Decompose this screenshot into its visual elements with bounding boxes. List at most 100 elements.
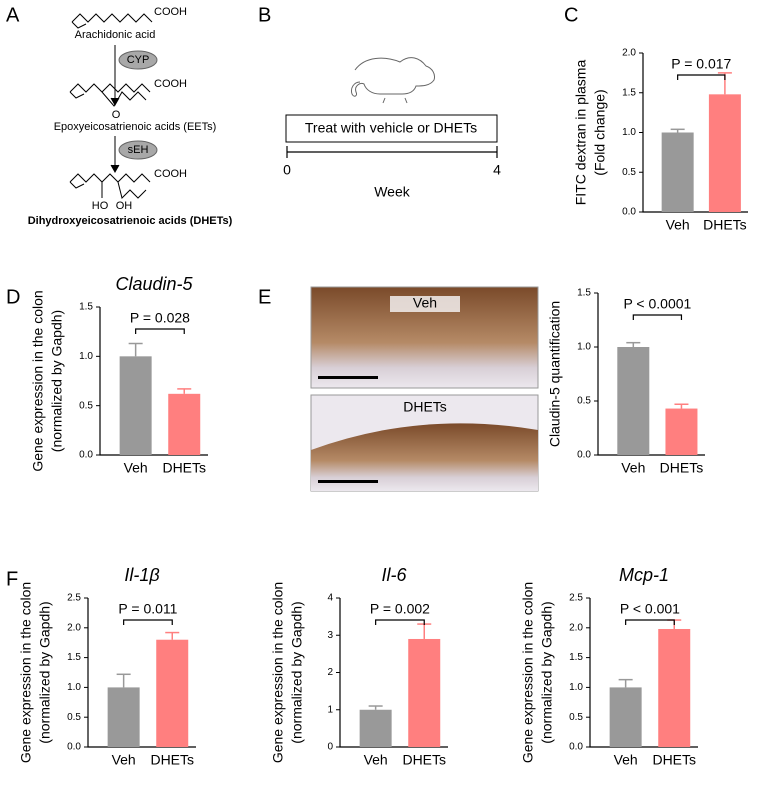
y-axis-label: Gene expression in the colon [270,582,286,763]
scale-bar [318,376,378,379]
y-tick-label: 0.5 [569,712,583,723]
y-axis-label: FITC dextran in plasma [573,60,589,206]
p-value: P = 0.011 [118,601,177,617]
y-tick-label: 1.5 [67,652,81,663]
x-tick-label: Veh [614,752,638,768]
y-tick-label: 4 [327,593,333,604]
atom-label: OH [116,200,133,212]
x-tick-label: Veh [666,217,690,233]
y-axis-label: Gene expression in the colon [18,582,34,763]
y-axis-label: (normalized by Gapdh) [289,601,305,743]
y-tick-label: 0.0 [569,742,583,753]
x-tick-label: DHETs [402,752,446,768]
y-tick-label: 2.0 [622,48,636,59]
image-label: Veh [413,295,437,311]
bar [609,687,642,747]
atom-label: HO [92,200,109,212]
enzyme [118,50,158,70]
chart-title: Claudin-5 [115,274,193,294]
group-label: COOH [154,78,187,90]
atom-label: O [112,109,121,121]
treatment-label: Treat with vehicle or DHETs [305,120,477,136]
time-axis-label: Week [374,184,411,200]
x-tick-label: Veh [112,752,136,768]
y-tick-label: 0.5 [67,712,81,723]
p-value: P = 0.017 [671,56,731,72]
y-tick-label: 0.5 [622,167,636,178]
structure [69,173,151,199]
bar [665,408,698,455]
y-axis-label: (normalized by Gapdh) [539,601,555,743]
time-label: 0 [283,162,291,178]
scheme [69,13,153,199]
y-tick-label: 2 [327,667,333,678]
y-axis-label: (normalized by Gapdh) [37,601,53,743]
y-axis-label: Gene expression in the colon [30,290,46,471]
x-tick-label: Veh [364,752,388,768]
x-tick-label: DHETs [652,752,696,768]
x-tick-label: DHETs [150,752,194,768]
y-tick-label: 2.0 [569,622,583,633]
significance-bracket [625,619,675,625]
y-axis-label: (normalized by Gapdh) [49,310,65,452]
y-tick-label: 0.0 [622,207,636,218]
bar [617,347,650,455]
y-tick-label: 0.0 [67,742,81,753]
y-tick-label: 0.0 [577,450,591,461]
y-tick-label: 1.0 [67,682,81,693]
chart-title: Il-1β [124,565,159,585]
y-tick-label: 0 [327,742,333,753]
panel-label: F [6,568,18,590]
bar [359,709,392,747]
chart-title: Mcp-1 [619,565,669,585]
tissue [311,423,538,491]
significance-bracket [123,619,173,625]
y-tick-label: 1.5 [79,302,93,313]
y-tick-label: 2.5 [569,593,583,604]
compound-name: Dihydroxyeicosatrienoic acids (DHETs) [28,215,233,227]
image-label: DHETs [403,399,447,415]
y-axis-label: (Fold change) [592,89,608,175]
enzyme-label: CYP [127,54,150,66]
p-value: P = 0.028 [130,310,190,326]
y-tick-label: 1 [327,704,333,715]
significance-bracket [135,328,185,334]
panel-label: E [258,286,271,308]
bar [408,638,441,747]
y-tick-label: 1.5 [577,288,591,299]
x-tick-label: Veh [124,460,148,476]
y-tick-label: 2.0 [67,622,81,633]
bar [107,687,140,747]
x-tick-label: DHETs [660,460,704,476]
panel-label: B [258,4,271,26]
p-value: P < 0.0001 [623,296,691,312]
enzyme [118,140,158,160]
bar [119,356,152,455]
y-tick-label: 1.0 [79,351,93,362]
y-tick-label: 1.5 [622,87,636,98]
treatment-box [285,114,498,143]
panel-label: D [6,286,20,308]
p-value: P < 0.001 [620,601,680,617]
p-value: P = 0.002 [370,601,430,617]
bar [661,132,694,212]
x-tick-label: Veh [621,460,645,476]
significance-bracket [677,74,726,80]
bar [708,94,741,212]
significance-bracket [375,619,425,625]
y-tick-label: 1.0 [569,682,583,693]
timeline [286,146,498,158]
scale-bar [318,480,378,483]
y-tick-label: 2.5 [67,593,81,604]
group-label: COOH [154,6,187,18]
time-label: 4 [493,162,501,178]
bar [168,393,201,455]
image-label-bg [390,296,460,312]
y-tick-label: 3 [327,630,333,641]
group-label: COOH [154,168,187,180]
y-tick-label: 0.0 [79,450,93,461]
panel-label: C [564,4,578,26]
significance-bracket [632,314,683,320]
x-tick-label: DHETs [703,217,747,233]
